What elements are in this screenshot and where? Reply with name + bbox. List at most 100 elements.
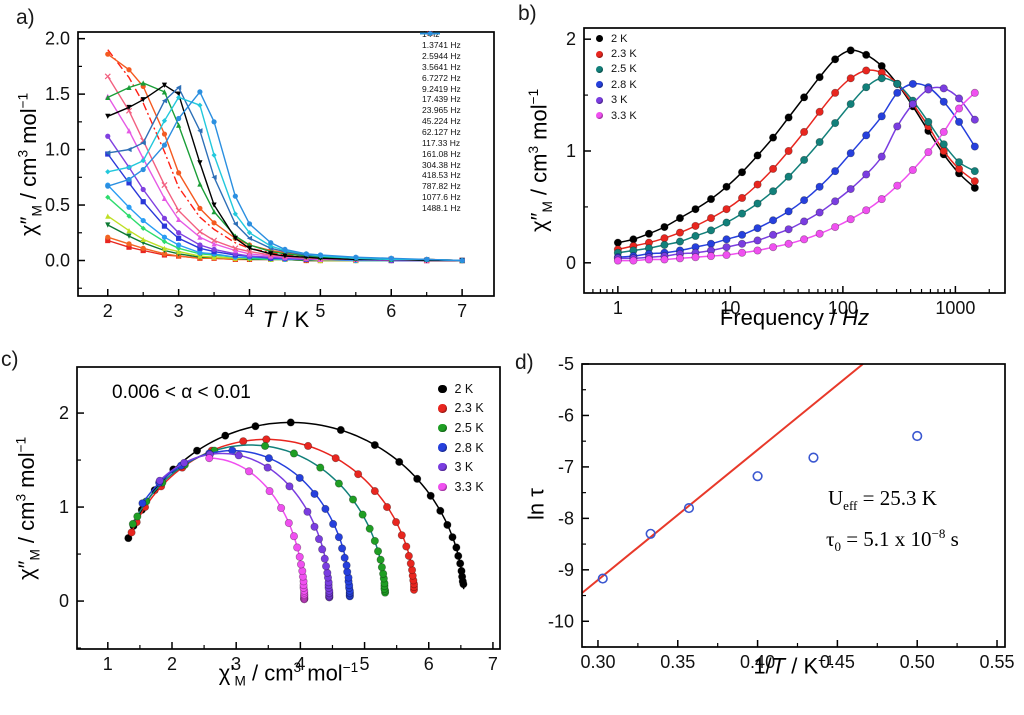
- legend-item: 2.5 K: [438, 418, 484, 438]
- panel-label-b: b): [518, 2, 537, 25]
- legend-item: 3.3 K: [438, 477, 484, 497]
- svg-text:4: 4: [295, 654, 305, 674]
- svg-text:0.55: 0.55: [979, 652, 1014, 672]
- svg-text:3: 3: [231, 654, 241, 674]
- legend-marker-icon: [596, 96, 603, 104]
- panel-a: 2 3 4 5 6 7 0.0 0.5 1.0 1.5 2.0: [45, 29, 495, 321]
- panel-d-axes: 0.30 0.35 0.40 0.45 0.50 0.55 -10 -9 -8 -7 -6 -5: [548, 354, 1015, 672]
- legend-marker-icon: [438, 443, 447, 452]
- panel-b-legend: 2 K 2.3 K 2.5 K 2.8 K 3 K 3.3 K: [596, 31, 637, 123]
- legend-label: 3.5641 Hz: [422, 61, 461, 72]
- svg-text:-8: -8: [558, 508, 574, 528]
- svg-text:2: 2: [59, 403, 69, 423]
- legend-label: 3.3 K: [454, 479, 484, 494]
- svg-text:4: 4: [244, 301, 254, 321]
- panel-d-x-axis-title: 1/T / K−1: [753, 653, 834, 679]
- svg-text:1000: 1000: [935, 298, 975, 318]
- svg-text:0.35: 0.35: [660, 652, 695, 672]
- legend-item: 45.224 Hz: [419, 31, 461, 127]
- panel-c-x-axis-title: χ'M / cm3 mol−1: [218, 660, 359, 689]
- legend-marker-icon: [438, 404, 447, 413]
- svg-text:-6: -6: [558, 405, 574, 425]
- legend-marker-icon: [596, 50, 603, 58]
- svg-text:2: 2: [103, 301, 113, 321]
- svg-text:100: 100: [828, 298, 858, 318]
- svg-text:0.45: 0.45: [820, 652, 855, 672]
- legend-item: 161.08 Hz: [419, 31, 461, 159]
- panel-b-axes: 1 10 100 1000 0 1 2: [566, 27, 1006, 318]
- panel-label-c: c): [1, 348, 19, 371]
- legend-label: 2.8 K: [611, 78, 637, 91]
- legend-label: 117.33 Hz: [422, 137, 461, 148]
- legend-label: 2.5 K: [611, 63, 637, 76]
- legend-label: 23.965 Hz: [422, 105, 461, 116]
- svg-text:1.5: 1.5: [45, 84, 70, 104]
- legend-label: 2.8 K: [454, 440, 484, 455]
- svg-text:-7: -7: [558, 457, 574, 477]
- legend-marker-icon: [596, 35, 603, 43]
- legend-item: 1.3741 Hz: [419, 31, 461, 51]
- legend-marker-icon: [438, 462, 447, 472]
- legend-label: 6.7272 Hz: [422, 72, 461, 83]
- panel-label-d: d): [515, 351, 534, 374]
- legend-marker-icon: [596, 65, 603, 73]
- panel-label-a: a): [16, 6, 35, 29]
- legend-label: 9.2419 Hz: [422, 83, 461, 94]
- legend-item: 2 K: [438, 379, 484, 399]
- panel-c-alpha-annotation: 0.006 < α < 0.01: [112, 382, 251, 403]
- svg-text:2: 2: [167, 654, 177, 674]
- svg-text:6: 6: [424, 654, 434, 674]
- legend-label: 161.08 Hz: [422, 148, 461, 159]
- legend-item: 418.53 Hz: [419, 31, 461, 181]
- svg-text:7: 7: [488, 654, 498, 674]
- legend-marker-icon: [596, 81, 603, 89]
- legend-item: 2.8 K: [438, 438, 484, 458]
- svg-text:5: 5: [315, 301, 325, 321]
- legend-marker-icon: [438, 384, 447, 394]
- legend-item: 3.5641 Hz: [419, 31, 461, 73]
- legend-label: 17.439 Hz: [422, 94, 461, 105]
- legend-item: 3 K: [596, 93, 637, 108]
- svg-text:3: 3: [174, 301, 184, 321]
- panel-b-data: [613, 46, 979, 265]
- legend-item: 9.2419 Hz: [419, 31, 461, 94]
- legend-item: 2.5 K: [596, 62, 637, 77]
- svg-text:0.30: 0.30: [580, 652, 615, 672]
- svg-text:7: 7: [457, 301, 467, 321]
- legend-item: 2 K: [596, 31, 637, 46]
- panel-c-axes: 1 2 3 4 5 6 7 0 1 2: [59, 366, 501, 674]
- svg-text:5: 5: [360, 654, 370, 674]
- svg-text:6: 6: [386, 301, 396, 321]
- svg-text:1: 1: [613, 298, 623, 318]
- legend-label: 1077.6 Hz: [422, 192, 461, 203]
- legend-item: 2.3 K: [438, 399, 484, 419]
- svg-text:0.5: 0.5: [45, 195, 70, 215]
- legend-label: 2 K: [611, 32, 628, 45]
- svg-text:2: 2: [566, 29, 576, 49]
- panel-a-y-axis-title: χ″M / cm3 mol−1: [15, 92, 45, 236]
- panel-d-data: [581, 363, 923, 594]
- panel-c: 1 2 3 4 5 6 7 0 1 2: [59, 366, 501, 674]
- legend-label: 3 K: [611, 94, 628, 107]
- svg-text:1: 1: [103, 654, 113, 674]
- legend-item: 23.965 Hz: [419, 31, 461, 116]
- svg-text:0.50: 0.50: [900, 652, 935, 672]
- legend-label: 304.38 Hz: [422, 159, 461, 170]
- legend-label: 2.3 K: [611, 48, 637, 61]
- legend-label: 418.53 Hz: [422, 170, 461, 181]
- svg-text:-10: -10: [548, 611, 574, 631]
- svg-text:0: 0: [566, 253, 576, 273]
- legend-label: 2 K: [454, 381, 474, 396]
- panel-c-y-axis-title: χ″M / cm3 mol−1: [13, 436, 43, 580]
- legend-label: 1488.1 Hz: [422, 202, 461, 213]
- panel-c-data: [124, 418, 468, 604]
- legend-label: 1.3741 Hz: [422, 40, 461, 51]
- svg-text:0.0: 0.0: [45, 251, 70, 271]
- legend-item: 2.8 K: [596, 77, 637, 92]
- svg-text:0: 0: [59, 591, 69, 611]
- svg-text:10: 10: [720, 298, 740, 318]
- panel-a-legend: 1 Hz 1.3741 Hz 2.5944 Hz 3.5641 Hz 6.7272 Hz…: [419, 29, 461, 213]
- legend-item: 304.38 Hz: [419, 31, 461, 170]
